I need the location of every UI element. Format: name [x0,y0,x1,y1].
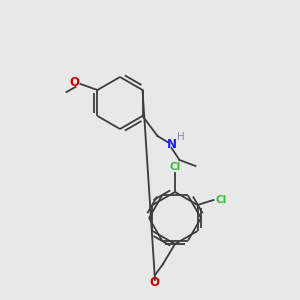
Text: Cl: Cl [215,195,227,205]
Text: Cl: Cl [169,162,181,172]
Text: H: H [177,132,184,142]
Text: O: O [149,276,159,289]
Text: N: N [167,137,176,151]
Text: O: O [70,76,80,89]
